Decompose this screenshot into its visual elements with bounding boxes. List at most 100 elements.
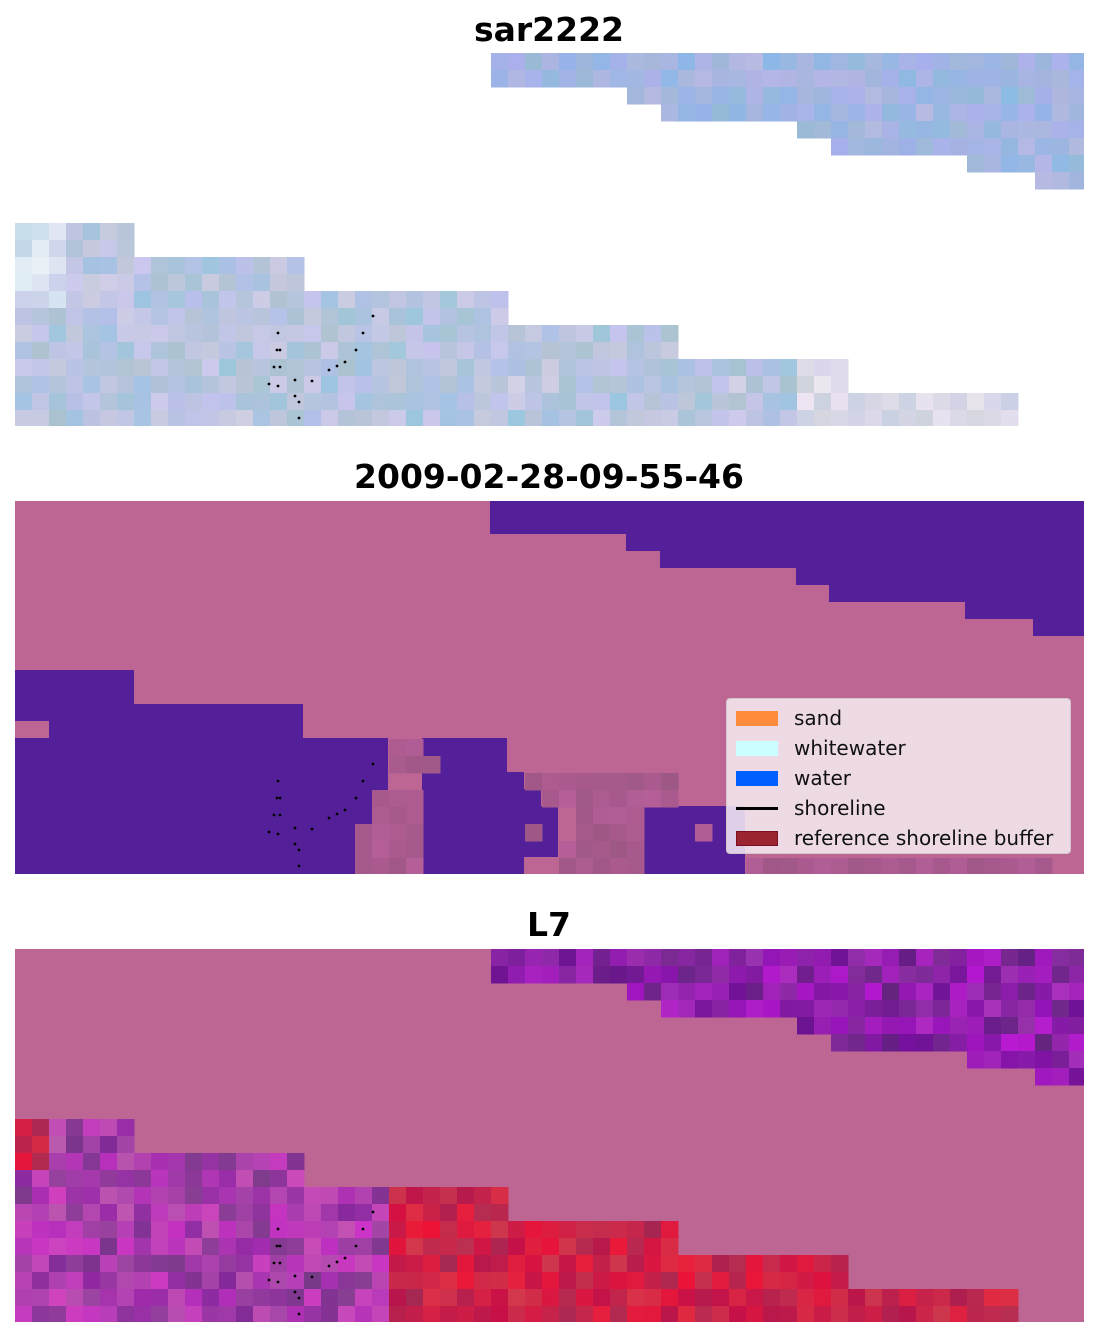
index-cell: [117, 1221, 135, 1239]
index-cell: [950, 1289, 968, 1307]
index-cell: [15, 1255, 33, 1273]
index-cell: [848, 1306, 866, 1322]
pixel-cell: [780, 410, 798, 426]
index-cell: [882, 983, 900, 1001]
buffer-cell: [406, 756, 424, 774]
pixel-cell: [287, 291, 305, 309]
pixel-cell: [423, 410, 441, 426]
pixel-cell: [219, 359, 237, 377]
pixel-cell: [355, 410, 373, 426]
pixel-cell: [831, 376, 849, 394]
buffer-cell: [661, 773, 679, 791]
pixel-cell: [15, 376, 33, 394]
index-cell: [729, 983, 747, 1001]
index-cell: [831, 1034, 849, 1052]
index-cell: [100, 1272, 118, 1290]
index-cell: [899, 1000, 917, 1018]
pixel-cell: [457, 393, 475, 411]
index-cell: [423, 1289, 441, 1307]
pixel-cell: [678, 376, 696, 394]
index-cell: [32, 1306, 50, 1322]
buffer-cell: [372, 858, 390, 874]
index-cell: [287, 1255, 305, 1273]
pixel-cell: [287, 376, 305, 394]
pixel-cell: [202, 359, 220, 377]
pixel-cell: [1018, 138, 1036, 156]
pixel-cell: [151, 274, 169, 292]
index-cell: [508, 949, 526, 967]
pixel-cell: [49, 223, 67, 241]
index-cell: [49, 1187, 67, 1205]
pixel-cell: [253, 291, 271, 309]
index-cell: [661, 949, 679, 967]
pixel-cell: [984, 121, 1002, 139]
buffer-cell: [355, 841, 373, 859]
buffer-cell: [593, 858, 611, 874]
index-cell: [423, 1187, 441, 1205]
pixel-cell: [916, 53, 934, 71]
index-cell: [899, 1306, 917, 1322]
index-cell: [253, 1289, 271, 1307]
index-cell: [729, 966, 747, 984]
index-cell: [576, 1221, 594, 1239]
pixel-cell: [168, 291, 186, 309]
pixel-cell: [542, 376, 560, 394]
pixel-cell: [83, 410, 101, 426]
pixel-cell: [695, 104, 713, 122]
pixel-cell: [593, 70, 611, 88]
pixel-cell: [304, 410, 322, 426]
pixel-cell: [338, 308, 356, 326]
pixel-cell: [627, 342, 645, 360]
index-cell: [848, 949, 866, 967]
index-cell: [899, 1017, 917, 1035]
index-cell: [542, 949, 560, 967]
index-cell: [1052, 1000, 1070, 1018]
index-cell: [219, 1221, 237, 1239]
index-cell: [355, 1289, 373, 1307]
pixel-cell: [661, 393, 679, 411]
water-region: [15, 670, 388, 874]
pixel-cell: [831, 70, 849, 88]
pixel-cell: [848, 410, 866, 426]
index-cell: [627, 1238, 645, 1256]
buffer-cell: [746, 858, 764, 874]
pixel-cell: [984, 155, 1002, 173]
pixel-cell: [457, 291, 475, 309]
index-cell: [610, 966, 628, 984]
pixel-cell: [1001, 410, 1019, 426]
pixel-cell: [916, 138, 934, 156]
index-cell: [168, 1238, 186, 1256]
index-cell: [729, 1255, 747, 1273]
pixel-cell: [168, 308, 186, 326]
pixel-cell: [474, 325, 492, 343]
pixel-cell: [661, 359, 679, 377]
pixel-cell: [831, 359, 849, 377]
pixel-cell: [831, 53, 849, 71]
index-cell: [661, 1272, 679, 1290]
pixel-cell: [1052, 172, 1070, 190]
buffer-cell: [593, 824, 611, 842]
pixel-cell: [219, 291, 237, 309]
index-cell: [253, 1272, 271, 1290]
panel-title-classification: 2009-02-28-09-55-46: [354, 457, 744, 496]
pixel-cell: [440, 393, 458, 411]
pixel-cell: [32, 393, 50, 411]
index-cell: [916, 983, 934, 1001]
pixel-cell: [168, 257, 186, 275]
pixel-cell: [66, 359, 84, 377]
index-cell: [134, 1204, 152, 1222]
pixel-cell: [15, 257, 33, 275]
buffer-cell: [950, 858, 968, 874]
pixel-cell: [610, 342, 628, 360]
pixel-cell: [627, 393, 645, 411]
pixel-cell: [15, 393, 33, 411]
pixel-cell: [525, 53, 543, 71]
index-cell: [814, 1289, 832, 1307]
pixel-cell: [355, 291, 373, 309]
pixel-cell: [865, 138, 883, 156]
pixel-cell: [780, 87, 798, 105]
pixel-cell: [933, 53, 951, 71]
index-cell: [1069, 1000, 1084, 1018]
index-cell: [372, 1204, 390, 1222]
index-cell: [406, 1204, 424, 1222]
